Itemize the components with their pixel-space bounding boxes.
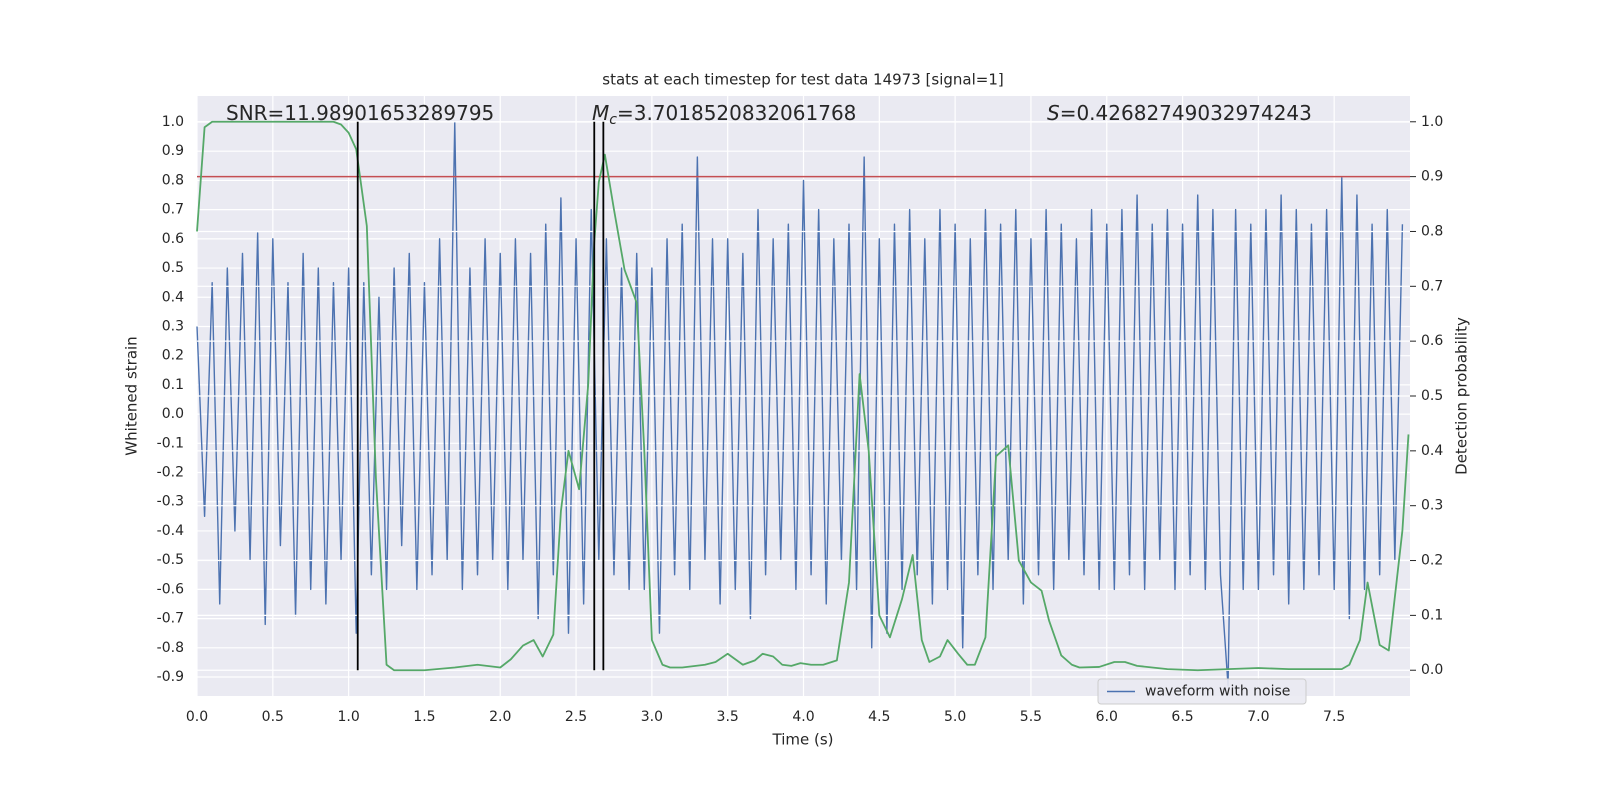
y-tick-label: 0.3 xyxy=(162,318,184,334)
y-tick-label: 0.8 xyxy=(162,172,184,188)
y-tick-label: -0.4 xyxy=(157,523,184,539)
y2-tick-label: 0.1 xyxy=(1421,607,1443,623)
y-tick-label: 0.9 xyxy=(162,143,184,159)
y2-tick-label: 1.0 xyxy=(1421,114,1443,130)
x-tick-label: 7.5 xyxy=(1323,709,1345,725)
x-tick-label: 3.0 xyxy=(641,709,663,725)
annotation: Mc=3.7018520832061768 xyxy=(592,101,856,129)
legend-box xyxy=(1097,678,1307,705)
x-tick-label: 4.0 xyxy=(792,709,814,725)
x-tick-label: 5.0 xyxy=(944,709,966,725)
annotation-symbol: S xyxy=(1047,101,1060,125)
y-tick-label: 0.0 xyxy=(162,406,184,422)
y-tick-label: 0.1 xyxy=(162,377,184,393)
x-tick-label: 7.0 xyxy=(1247,709,1269,725)
y2-axis-label: Detection probability xyxy=(1453,317,1471,475)
x-tick-label: 1.0 xyxy=(337,709,359,725)
y-tick-label: 1.0 xyxy=(162,114,184,130)
y-tick-label: -0.7 xyxy=(157,611,184,627)
legend-label: waveform with noise xyxy=(1145,684,1290,700)
y2-tick-label: 0.8 xyxy=(1421,223,1443,239)
y2-tick-label: 0.7 xyxy=(1421,278,1443,294)
x-axis-label: Time (s) xyxy=(772,731,834,749)
x-tick-label: 4.5 xyxy=(868,709,890,725)
y-tick-label: -0.5 xyxy=(157,552,184,568)
y-tick-label: 0.4 xyxy=(162,289,184,305)
y-tick-label: -0.2 xyxy=(157,465,184,481)
series-line xyxy=(196,120,1410,672)
y2-tick-label: 0.0 xyxy=(1421,662,1443,678)
y-tick-label: 0.5 xyxy=(162,260,184,276)
chart-title: stats at each timestep for test data 149… xyxy=(602,71,1003,89)
annotation-subscript: c xyxy=(609,112,617,128)
x-tick-label: 2.5 xyxy=(565,709,587,725)
annotation-symbol: M xyxy=(592,101,609,125)
y-tick-label: -0.1 xyxy=(157,435,184,451)
annotation: S=0.42682749032974243 xyxy=(1047,101,1312,125)
y-tick-label: 0.6 xyxy=(162,231,184,247)
y-tick-label: -0.6 xyxy=(157,581,184,597)
y2-tick-label: 0.3 xyxy=(1421,498,1443,514)
y2-tick-label: 0.5 xyxy=(1421,388,1443,404)
y2-tick-label: 0.9 xyxy=(1421,169,1443,185)
x-tick-label: 1.5 xyxy=(413,709,435,725)
x-tick-label: 6.0 xyxy=(1096,709,1118,725)
y2-tick-label: 0.4 xyxy=(1421,443,1443,459)
x-tick-label: 5.5 xyxy=(1020,709,1042,725)
x-tick-label: 3.5 xyxy=(717,709,739,725)
series-line xyxy=(196,121,1404,687)
annotation-text: =3.7018520832061768 xyxy=(617,101,856,125)
annotation-text: =0.42682749032974243 xyxy=(1060,101,1312,125)
x-tick-label: 0.0 xyxy=(186,709,208,725)
y-tick-label: 0.7 xyxy=(162,202,184,218)
x-tick-label: 6.5 xyxy=(1171,709,1193,725)
y2-tick-label: 0.6 xyxy=(1421,333,1443,349)
annotation: SNR=11.98901653289795 xyxy=(226,101,494,125)
y2-tick-label: 0.2 xyxy=(1421,553,1443,569)
y-axis-label: Whitened strain xyxy=(123,336,141,455)
y-tick-label: -0.9 xyxy=(157,669,184,685)
y-tick-label: 0.2 xyxy=(162,348,184,364)
annotation-text: SNR=11.98901653289795 xyxy=(226,101,494,125)
x-tick-label: 0.5 xyxy=(262,709,284,725)
x-tick-label: 2.0 xyxy=(489,709,511,725)
y-tick-label: -0.3 xyxy=(157,494,184,510)
y-tick-label: -0.8 xyxy=(157,640,184,656)
